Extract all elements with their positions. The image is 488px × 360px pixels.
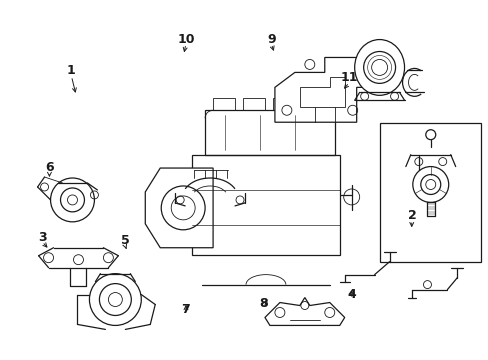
Bar xyxy=(272,98,294,110)
Polygon shape xyxy=(299,77,344,107)
Polygon shape xyxy=(274,58,369,122)
Bar xyxy=(204,110,334,155)
Ellipse shape xyxy=(354,40,404,95)
Text: 3: 3 xyxy=(38,231,46,244)
Bar xyxy=(192,155,339,255)
Text: 9: 9 xyxy=(266,33,275,46)
Text: 4: 4 xyxy=(346,288,355,301)
Text: 5: 5 xyxy=(121,234,129,247)
Bar xyxy=(213,98,235,110)
Text: 1: 1 xyxy=(67,64,76,77)
Bar xyxy=(243,98,264,110)
Bar xyxy=(379,123,481,262)
Text: 7: 7 xyxy=(181,303,190,316)
Text: 2: 2 xyxy=(407,210,416,222)
Text: 10: 10 xyxy=(177,33,194,46)
Polygon shape xyxy=(145,168,213,248)
Text: 6: 6 xyxy=(45,161,54,174)
Bar xyxy=(302,98,324,110)
Text: 8: 8 xyxy=(259,297,268,310)
Text: 11: 11 xyxy=(340,71,357,84)
Polygon shape xyxy=(264,298,344,325)
